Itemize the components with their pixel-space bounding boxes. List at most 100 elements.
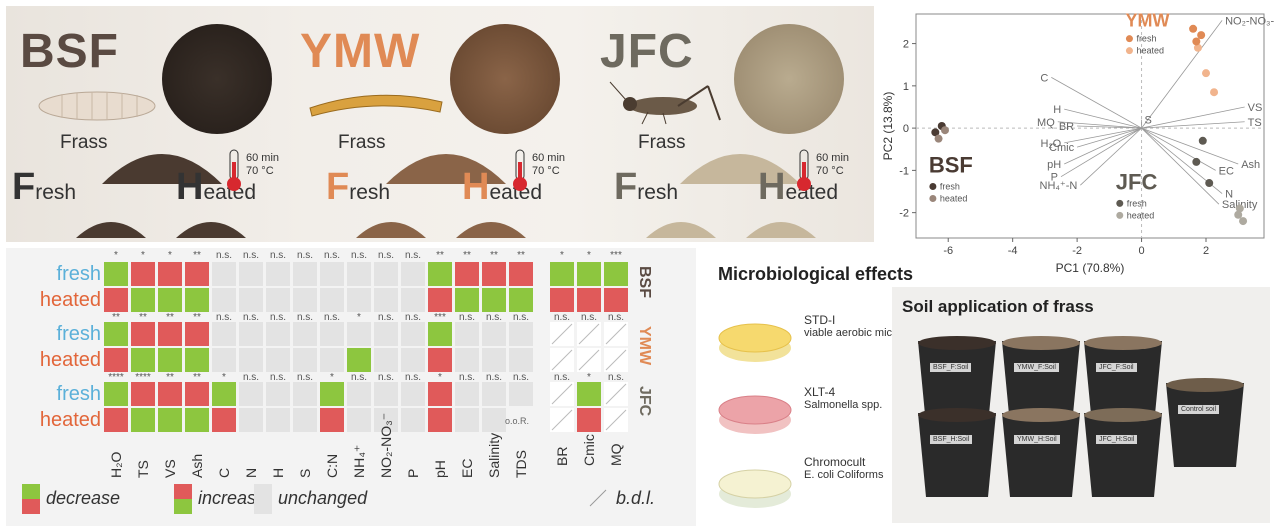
legend-swatch-decrease: [22, 484, 40, 514]
heat-cell: [320, 382, 344, 406]
heat-cell: [374, 408, 398, 432]
micro-cell: [577, 262, 601, 286]
legend-fresh-dot: [1125, 35, 1133, 43]
larva-icon: [38, 91, 156, 121]
score-point: [1210, 88, 1219, 97]
side-label-jfc: JFC: [636, 386, 653, 417]
vector-label: pH: [1047, 159, 1061, 171]
significance-label: n.s.: [269, 250, 287, 261]
pca-svg: -6 -4 -2 0 2 2 1 0 -1 -2 PC1 (70.8%) PC2 (13.8%) NO₂…: [881, 11, 1280, 275]
group-label-bsf: BSF: [929, 152, 973, 177]
significance-label: *: [141, 250, 145, 261]
bsf-frass-pile-icon: [102, 154, 222, 184]
heat-cell: [401, 288, 425, 312]
heat-cell: [428, 288, 452, 312]
heat-cell: [239, 262, 263, 286]
vector-label: H: [1053, 104, 1061, 116]
heat-cell: [158, 288, 182, 312]
legend-heated-dot: [1125, 47, 1133, 55]
heat-cell: [455, 348, 479, 372]
micro-cell: [577, 348, 601, 372]
soil-pot: BSF_F:Soil: [914, 331, 1000, 427]
row-label-jfc-fresh: fresh: [56, 383, 101, 405]
soil-pot: BSF_H:Soil: [914, 403, 1000, 499]
vector-label: NO₂-NO₃-N: [1225, 15, 1274, 27]
legend-heated-label: heated: [940, 193, 968, 203]
significance-label: n.s.: [269, 372, 287, 383]
heat-cell: [104, 408, 128, 432]
loading-vector: [1057, 121, 1142, 129]
mealworm-icon: [309, 94, 443, 117]
soil-pot: Control soil: [1162, 373, 1248, 469]
vector-label: MQ: [1037, 117, 1055, 129]
bsf-piles-icon: [76, 222, 246, 238]
heat-cell: [320, 408, 344, 432]
x-tick-label: -2: [1072, 245, 1082, 257]
significance-label: ****: [135, 372, 151, 383]
score-point: [1239, 217, 1248, 226]
heat-cell: [239, 322, 263, 346]
vector-label: Cmic: [1049, 142, 1075, 154]
heat-cell: [347, 348, 371, 372]
micro-cell: [550, 288, 574, 312]
score-point: [934, 134, 943, 143]
heat-cell: [158, 322, 182, 346]
cricket-icon: [609, 81, 721, 125]
heat-cell: [374, 382, 398, 406]
heat-cell: [131, 408, 155, 432]
micro-cell: [604, 262, 628, 286]
jfc-piles-icon: [646, 222, 816, 238]
significance-label: **: [517, 250, 525, 261]
heat-cell: [347, 382, 371, 406]
micro-cell: [550, 262, 574, 286]
significance-label: n.s.: [512, 312, 530, 323]
heat-cell: [455, 288, 479, 312]
ymw-title: YMW: [300, 25, 421, 78]
significance-label: **: [463, 250, 471, 261]
soil-pot-label: BSF_F:Soil: [930, 363, 972, 372]
column-label: H₂O: [108, 451, 124, 478]
score-point: [1234, 210, 1243, 219]
legend-swatch-increase: [174, 484, 192, 514]
side-label-bsf: BSF: [636, 266, 653, 298]
loading-vector: [1141, 127, 1216, 171]
loading-vector: [1064, 127, 1142, 144]
micro-cell: [604, 382, 628, 406]
group-label-jfc: JFC: [1116, 169, 1158, 194]
significance-label: n.s.: [323, 312, 341, 323]
column-label: Salinity: [486, 432, 502, 478]
significance-label: *: [438, 372, 442, 383]
heat-cell: [347, 408, 371, 432]
significance-label: *: [330, 372, 334, 383]
score-point: [1197, 31, 1206, 40]
soil-pot-label: YMW_H:Soil: [1014, 435, 1060, 444]
significance-label: *: [168, 250, 172, 261]
soil-pot: YMW_F:Soil: [998, 331, 1084, 427]
micro-cell: [550, 348, 574, 372]
loading-vector: [1141, 121, 1245, 129]
bsf-frass-photo: [162, 24, 272, 134]
significance-label: n.s.: [323, 250, 341, 261]
heat-cell: [104, 382, 128, 406]
heat-cell: [293, 348, 317, 372]
y-tick-label: 0: [903, 123, 909, 135]
micro-cell: [550, 322, 574, 346]
bsf-heated-label: Heated: [176, 166, 257, 208]
ymw-frass-pile-icon: [386, 154, 506, 184]
score-point: [931, 128, 940, 137]
heat-cell: [374, 288, 398, 312]
significance-label: **: [112, 312, 120, 323]
soil-pot-label: BSF_H:Soil: [930, 435, 973, 444]
vector-label: TS: [1248, 117, 1262, 129]
significance-label: n.s.: [458, 312, 476, 323]
heat-cell: [455, 262, 479, 286]
loading-vector: [1141, 20, 1223, 129]
legend-fresh-label: fresh: [1136, 34, 1156, 44]
heat-cell: [320, 262, 344, 286]
significance-label: n.s.: [296, 372, 314, 383]
significance-label: n.s.: [404, 312, 422, 323]
soil-pot-label: JFC_H:Soil: [1096, 435, 1138, 444]
significance-label: n.s.: [269, 312, 287, 323]
significance-label: n.s.: [377, 312, 395, 323]
vector-label: P: [1051, 172, 1058, 184]
